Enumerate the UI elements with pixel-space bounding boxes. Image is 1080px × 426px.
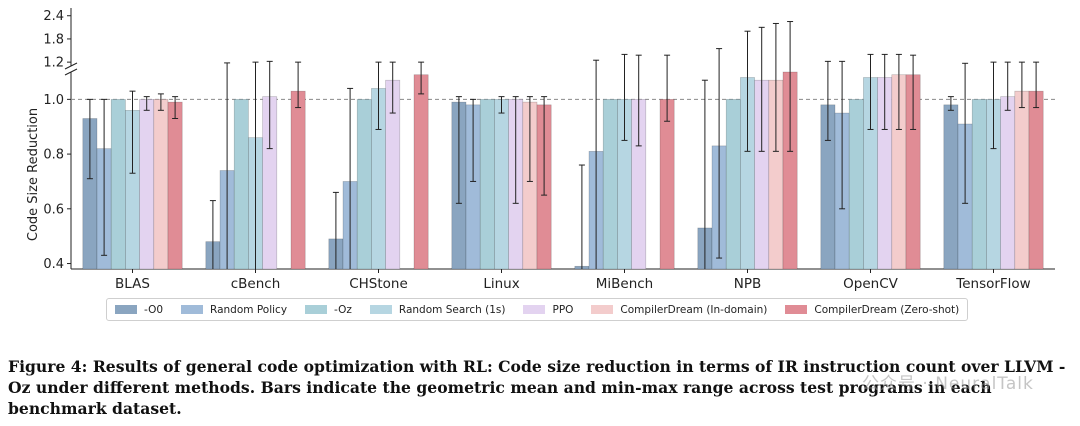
- y-tick-label: 1.8: [43, 32, 64, 47]
- y-tick-label: 1.2: [43, 56, 64, 71]
- y-axis-label: Code Size Reduction: [26, 108, 41, 241]
- legend-item: PPO: [523, 304, 573, 316]
- x-tick-label: Linux: [483, 276, 519, 292]
- legend-label: PPO: [552, 303, 574, 316]
- bar: [110, 99, 126, 270]
- axis-break-mark: [64, 62, 78, 70]
- bar: [290, 90, 306, 270]
- bar: [167, 101, 183, 270]
- legend-item: CompilerDream (In-domain): [591, 304, 767, 316]
- bar: [725, 99, 741, 270]
- axis-break-mark: [64, 68, 78, 76]
- bar: [233, 99, 249, 270]
- legend-swatch: [591, 305, 614, 314]
- legend-item: -Oz: [305, 304, 352, 316]
- watermark: 公众号 · NeuralTalk: [862, 374, 1034, 394]
- legend-swatch: [523, 305, 546, 314]
- bar-chart: 0.4 0.6 0.8 1.0 1.2 1.8 2.4 Code Size Reduction…: [26, 8, 1055, 292]
- legend-item: CompilerDream (Zero-shot): [785, 304, 959, 316]
- bar: [848, 99, 864, 270]
- legend-swatch: [369, 305, 392, 314]
- legend-label: CompilerDream (In-domain): [620, 303, 768, 316]
- x-tick-label: CHStone: [349, 276, 408, 292]
- legend-label: Random Policy: [210, 303, 288, 316]
- legend-item: -O0: [115, 304, 163, 316]
- legend-label: Random Search (1s): [398, 303, 506, 316]
- legend-label: -O0: [144, 303, 164, 316]
- x-tick-label: MiBench: [596, 276, 654, 292]
- bar: [1014, 90, 1030, 270]
- bar: [479, 99, 495, 270]
- bar: [1028, 90, 1044, 270]
- legend-swatch: [181, 305, 204, 314]
- y-tick-label: 0.4: [43, 257, 64, 272]
- bar: [971, 99, 987, 270]
- x-tick-label: OpenCV: [843, 276, 898, 292]
- x-tick-label: NPB: [734, 276, 762, 292]
- legend-label: -Oz: [334, 303, 352, 316]
- legend-item: Random Policy: [181, 304, 287, 316]
- x-tick-label: BLAS: [115, 276, 150, 292]
- bar: [413, 74, 429, 270]
- x-tick-label: cBench: [231, 276, 281, 292]
- bar: [356, 99, 372, 270]
- figure-caption: Figure 4: Results of general code optimi…: [8, 357, 1066, 418]
- bar: [943, 104, 959, 270]
- y-tick-label: 0.8: [43, 148, 64, 163]
- bar: [494, 99, 509, 270]
- legend-item: Random Search (1s): [369, 303, 506, 316]
- bar: [602, 99, 618, 270]
- y-tick-label: 1.0: [43, 93, 64, 108]
- chart-legend: -O0 Random Policy -Oz Random Search (1s) PPO…: [106, 298, 969, 321]
- bar: [659, 99, 675, 270]
- legend-swatch: [785, 305, 808, 314]
- legend-label: CompilerDream (Zero-shot): [814, 303, 960, 316]
- bar: [153, 99, 169, 270]
- y-tick-label: 2.4: [43, 9, 64, 24]
- legend-swatch: [115, 305, 137, 314]
- legend-swatch: [305, 305, 328, 314]
- x-tick-label: TensorFlow: [955, 276, 1030, 292]
- bar: [1000, 96, 1016, 270]
- bar: [139, 99, 155, 270]
- y-tick-label: 0.6: [43, 202, 64, 217]
